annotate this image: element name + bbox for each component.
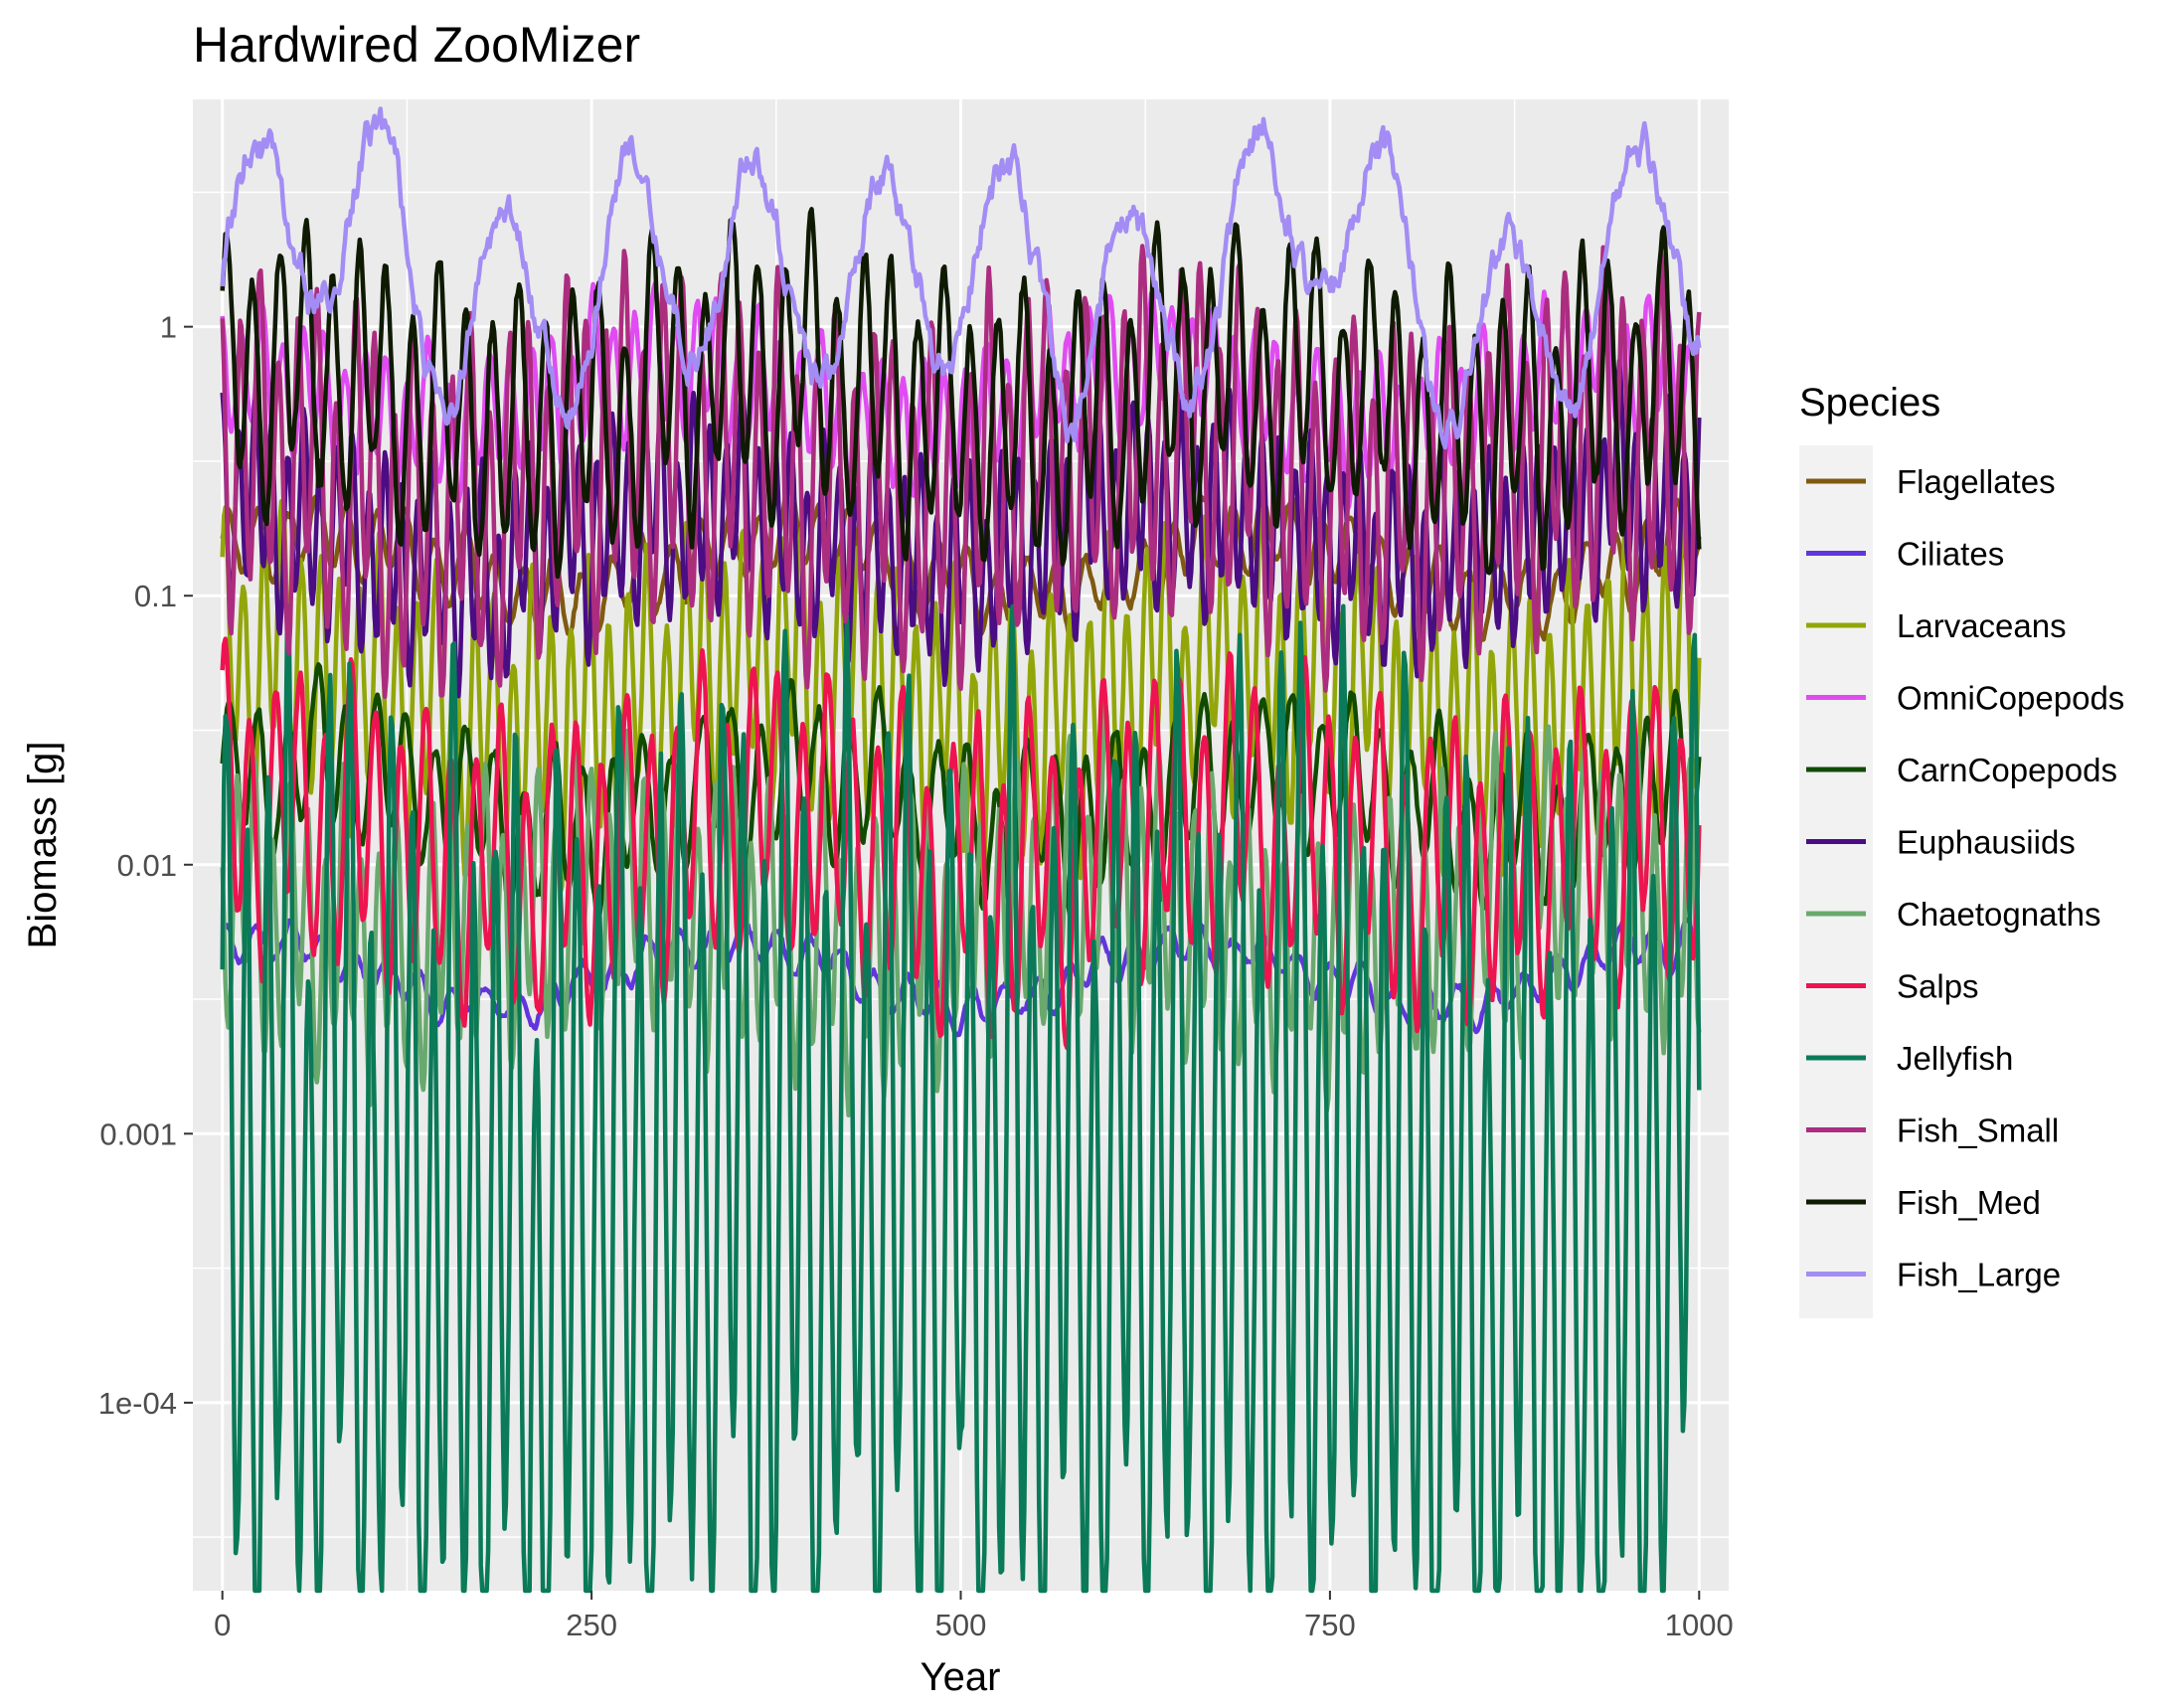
series-line-larvaceans — [220, 495, 1702, 895]
legend-label: Flagellates — [1897, 463, 2056, 500]
legend-label: CarnCopepods — [1897, 752, 2117, 788]
legend-label: Jellyfish — [1897, 1040, 2013, 1077]
legend-label: Fish_Large — [1897, 1257, 2061, 1293]
x-axis-title: Year — [921, 1655, 1001, 1699]
legend-title: Species — [1799, 381, 1940, 425]
legend-label: Chaetognaths — [1897, 896, 2101, 933]
legend-label: Fish_Med — [1897, 1184, 2041, 1221]
series-line-fish-large — [220, 106, 1702, 450]
y-tick-label: 1e-04 — [98, 1386, 177, 1421]
x-tick-label: 1000 — [1665, 1608, 1734, 1642]
y-tick-label: 0.001 — [99, 1116, 177, 1151]
legend-label: Ciliates — [1897, 536, 2004, 573]
legend-label: Fish_Small — [1897, 1112, 2059, 1149]
series-line-chaetognaths — [220, 701, 1702, 1118]
x-tick-label: 500 — [935, 1608, 987, 1642]
y-axis-title: Biomass [g] — [21, 742, 65, 949]
y-tick-label: 0.01 — [117, 848, 177, 883]
x-tick-label: 0 — [214, 1608, 231, 1642]
legend-label: Larvaceans — [1897, 607, 2067, 644]
x-tick-label: 250 — [566, 1608, 617, 1642]
legend-label: OmniCopepods — [1897, 680, 2124, 717]
series-line-salps — [220, 636, 1702, 1051]
series-line-jellyfish — [220, 603, 1702, 1594]
chart-title: Hardwired ZooMizer — [193, 17, 640, 73]
legend-label: Euphausiids — [1897, 824, 2076, 861]
series-line-euphausiids — [220, 358, 1702, 699]
legend-label: Salps — [1897, 968, 1979, 1005]
x-axis: 0 250 500 750 1000 — [214, 1591, 1734, 1642]
legend: Species Flagellates Ciliates Larvaceans Omn… — [1799, 381, 2124, 1318]
y-axis: 1e-04 0.001 0.01 0.1 1 — [98, 310, 193, 1421]
series-lines — [220, 106, 1702, 1594]
x-tick-label: 750 — [1304, 1608, 1356, 1642]
y-tick-label: 1 — [160, 310, 177, 345]
legend-key-background — [1799, 445, 1873, 1318]
y-tick-label: 0.1 — [134, 579, 177, 613]
